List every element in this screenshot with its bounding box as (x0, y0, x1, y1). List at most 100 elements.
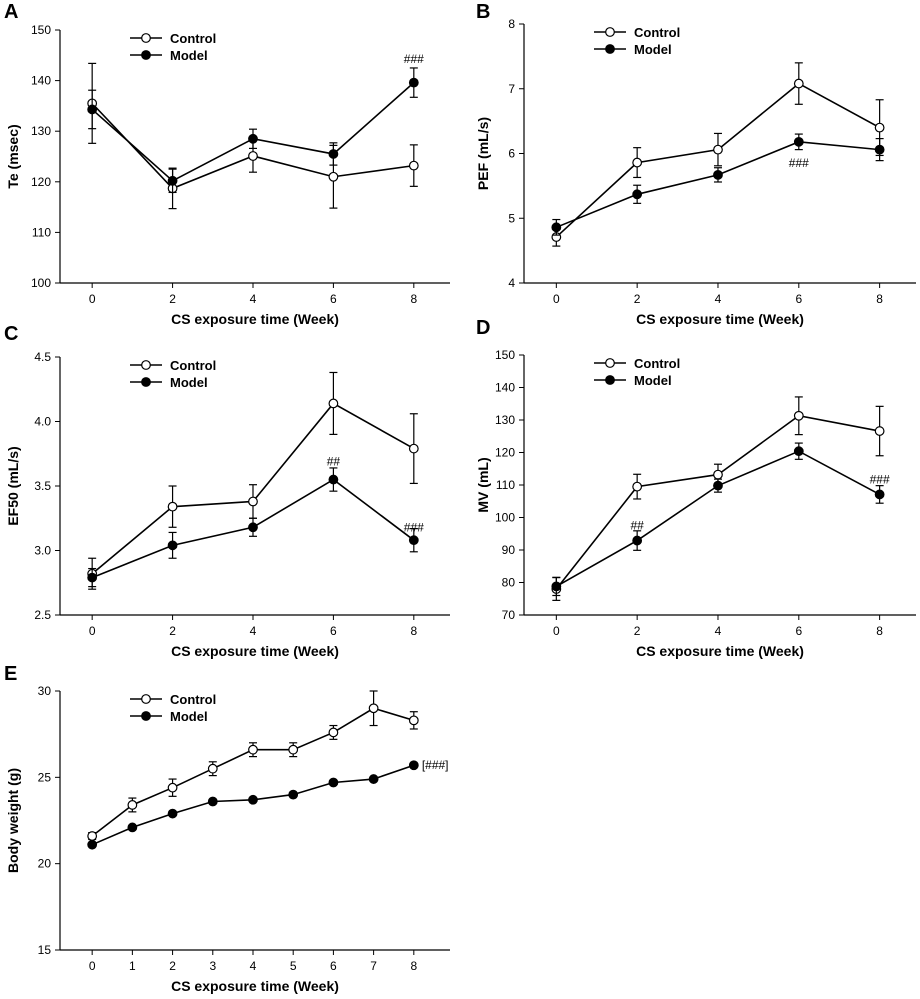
data-point (408, 443, 419, 454)
legend-label: Model (170, 709, 208, 724)
series-line (91, 764, 415, 846)
legend-label: Model (170, 375, 208, 390)
legend-marker (141, 360, 151, 370)
data-point (408, 535, 419, 546)
legend-item-control: Control (130, 692, 216, 707)
legend-item-control: Control (594, 356, 680, 371)
data-point (632, 189, 643, 200)
y-tick-label: 100 (495, 511, 515, 525)
series-line (91, 707, 415, 837)
data-point (713, 469, 723, 480)
x-tick-label: 0 (553, 292, 560, 306)
legend-label: Model (634, 373, 672, 388)
data-point (328, 171, 339, 182)
x-axis-title: CS exposure time (Week) (636, 311, 804, 327)
series-model (551, 442, 885, 597)
x-axis-title: CS exposure time (Week) (171, 311, 339, 327)
data-point (207, 796, 218, 807)
data-point (328, 149, 339, 159)
legend-marker (605, 27, 615, 37)
significance-annotation: ### (870, 472, 890, 486)
x-tick-label: 0 (89, 959, 96, 973)
data-point (632, 481, 643, 492)
legend-item-model: Model (594, 373, 672, 388)
data-point (248, 496, 258, 507)
data-point (167, 808, 178, 819)
y-axis-title: Body weight (g) (5, 768, 21, 873)
y-tick-label: 6 (508, 147, 515, 161)
x-tick-label: 8 (410, 292, 417, 306)
data-point (551, 581, 562, 592)
y-axis-title: MV (mL) (475, 457, 491, 512)
data-point (551, 222, 562, 233)
legend-marker (141, 694, 151, 704)
legend-marker (141, 711, 151, 721)
y-tick-label: 100 (31, 276, 51, 290)
y-tick-label: 7 (508, 82, 515, 96)
legend-label: Control (634, 356, 680, 371)
data-point (248, 744, 258, 755)
series-control (87, 62, 419, 210)
x-tick-label: 8 (410, 624, 417, 638)
x-tick-label: 2 (169, 959, 176, 973)
y-tick-label: 4 (508, 276, 515, 290)
x-tick-label: 6 (330, 292, 337, 306)
x-tick-label: 2 (634, 624, 641, 638)
legend-item-model: Model (130, 709, 208, 724)
x-tick-label: 4 (715, 292, 722, 306)
panel-letter: B (476, 1, 490, 23)
x-tick-label: 2 (634, 292, 641, 306)
x-axis-title: CS exposure time (Week) (171, 978, 339, 994)
series-model (551, 133, 885, 236)
legend-item-model: Model (130, 48, 208, 63)
significance-annotation: [###] (422, 758, 449, 772)
x-tick-label: 0 (553, 624, 560, 638)
data-point (328, 777, 339, 788)
data-point (288, 789, 299, 800)
y-tick-label: 150 (31, 23, 51, 37)
series-control (551, 396, 885, 601)
legend-item-control: Control (130, 31, 216, 46)
legend-marker (141, 33, 151, 43)
y-tick-label: 130 (31, 124, 51, 138)
y-tick-label: 140 (31, 74, 51, 88)
legend-item-control: Control (594, 25, 680, 40)
data-point (368, 703, 379, 714)
data-point (167, 782, 178, 793)
data-point (127, 800, 138, 810)
data-point (368, 774, 379, 784)
significance-annotation: ### (404, 520, 424, 534)
data-point (874, 122, 885, 133)
data-point (874, 144, 885, 155)
x-tick-label: 3 (209, 959, 216, 973)
y-tick-label: 3.5 (34, 479, 51, 493)
legend-marker (605, 375, 615, 385)
y-tick-label: 3.0 (34, 544, 51, 558)
legend-marker (141, 50, 151, 60)
data-point (713, 480, 723, 491)
series-control (87, 371, 419, 590)
data-point (328, 398, 339, 409)
x-tick-label: 7 (370, 959, 377, 973)
series-model (87, 760, 419, 850)
x-tick-label: 6 (330, 959, 337, 973)
data-point (167, 540, 178, 551)
x-axis-title: CS exposure time (Week) (636, 643, 804, 659)
x-tick-label: 4 (250, 959, 257, 973)
x-tick-label: 6 (330, 624, 337, 638)
data-point (793, 136, 804, 147)
panel-letter: C (4, 323, 18, 345)
y-axis-title: Te (msec) (5, 124, 21, 188)
series-control (551, 62, 885, 247)
data-point (87, 839, 98, 850)
chart-panel-b: B 4 5 6 7 8 0 2 4 6 8 CS exposure time (Week) PEF (m… (475, 1, 916, 327)
data-point (713, 144, 723, 155)
x-tick-label: 2 (169, 292, 176, 306)
data-point (793, 446, 804, 457)
data-point (328, 474, 339, 485)
y-tick-label: 20 (38, 857, 52, 871)
data-point (874, 426, 885, 436)
legend-marker (605, 44, 615, 54)
significance-annotation: ## (327, 454, 341, 468)
series-control (87, 690, 419, 841)
